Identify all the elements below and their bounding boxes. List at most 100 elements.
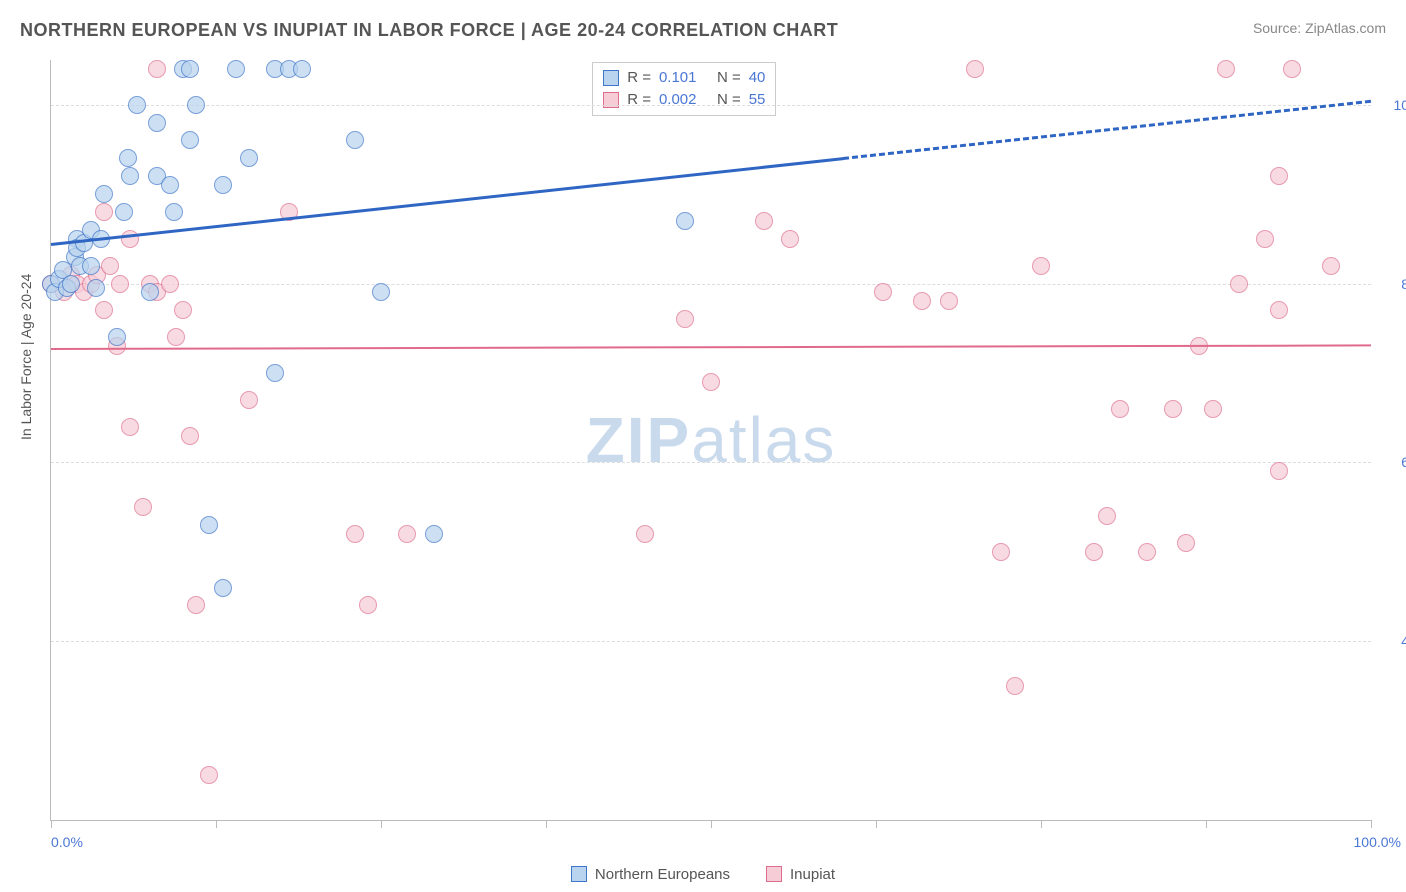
data-point [1270, 462, 1288, 480]
data-point [148, 60, 166, 78]
legend-swatch [603, 70, 619, 86]
data-point [95, 203, 113, 221]
watermark-atlas: atlas [691, 404, 836, 476]
data-point [940, 292, 958, 310]
data-point [1283, 60, 1301, 78]
data-point [121, 418, 139, 436]
gridline [51, 462, 1371, 463]
x-tick [546, 820, 547, 828]
data-point [161, 275, 179, 293]
y-tick-label: 40.0% [1381, 633, 1406, 649]
data-point [874, 283, 892, 301]
source-attribution: Source: ZipAtlas.com [1253, 20, 1386, 36]
data-point [240, 149, 258, 167]
gridline [51, 284, 1371, 285]
x-tick-label-max: 100.0% [1354, 834, 1401, 850]
x-tick [711, 820, 712, 828]
data-point [174, 301, 192, 319]
data-point [293, 60, 311, 78]
data-point [101, 257, 119, 275]
data-point [121, 230, 139, 248]
data-point [702, 373, 720, 391]
data-point [134, 498, 152, 516]
data-point [82, 257, 100, 275]
data-point [359, 596, 377, 614]
data-point [1138, 543, 1156, 561]
legend-n-label: N = [717, 67, 741, 89]
data-point [111, 275, 129, 293]
x-tick [1206, 820, 1207, 828]
legend-series-item: Inupiat [766, 866, 835, 883]
legend-r-label: R = [627, 89, 651, 111]
legend-n-value: 40 [749, 67, 766, 89]
x-tick [1371, 820, 1372, 828]
data-point [187, 596, 205, 614]
data-point [1085, 543, 1103, 561]
legend-swatch [571, 866, 587, 882]
data-point [992, 543, 1010, 561]
trend-line [843, 100, 1371, 160]
legend-r-label: R = [627, 67, 651, 89]
data-point [1006, 677, 1024, 695]
data-point [1217, 60, 1235, 78]
legend-series-label: Northern Europeans [595, 866, 730, 883]
legend-series: Northern Europeans Inupiat [0, 866, 1406, 887]
gridline [51, 641, 1371, 642]
data-point [115, 203, 133, 221]
data-point [181, 427, 199, 445]
data-point [636, 525, 654, 543]
watermark: ZIPatlas [586, 403, 837, 477]
data-point [148, 114, 166, 132]
data-point [1256, 230, 1274, 248]
scatter-plot: ZIPatlas R =0.101N =40R =0.002N =55 40.0… [50, 60, 1371, 821]
data-point [1204, 400, 1222, 418]
y-tick-label: 60.0% [1381, 454, 1406, 470]
x-tick-label-min: 0.0% [51, 834, 83, 850]
data-point [1164, 400, 1182, 418]
data-point [214, 176, 232, 194]
legend-series-label: Inupiat [790, 866, 835, 883]
data-point [87, 279, 105, 297]
x-tick [381, 820, 382, 828]
legend-n-value: 55 [749, 89, 766, 111]
data-point [119, 149, 137, 167]
legend-row: R =0.101N =40 [603, 67, 765, 89]
legend-row: R = 0.002 N = 55 [603, 89, 765, 111]
data-point [966, 60, 984, 78]
legend-series-item: Northern Europeans [571, 866, 730, 883]
data-point [121, 167, 139, 185]
data-point [200, 766, 218, 784]
data-point [1230, 275, 1248, 293]
data-point [346, 525, 364, 543]
data-point [95, 185, 113, 203]
data-point [755, 212, 773, 230]
data-point [181, 131, 199, 149]
data-point [240, 391, 258, 409]
data-point [128, 96, 146, 114]
data-point [398, 525, 416, 543]
y-tick-label: 80.0% [1381, 276, 1406, 292]
data-point [187, 96, 205, 114]
legend-n-label: N = [717, 89, 741, 111]
data-point [62, 275, 80, 293]
data-point [425, 525, 443, 543]
data-point [200, 516, 218, 534]
data-point [372, 283, 390, 301]
legend-correlation: R =0.101N =40R =0.002N =55 [592, 62, 776, 116]
legend-r-value: 0.002 [659, 89, 709, 111]
data-point [108, 328, 126, 346]
data-point [1177, 534, 1195, 552]
gridline [51, 105, 1371, 106]
data-point [1098, 507, 1116, 525]
data-point [1111, 400, 1129, 418]
data-point [676, 212, 694, 230]
data-point [214, 579, 232, 597]
y-tick-label: 100.0% [1381, 97, 1406, 113]
data-point [161, 176, 179, 194]
trend-line [51, 344, 1371, 350]
data-point [181, 60, 199, 78]
data-point [227, 60, 245, 78]
legend-swatch [766, 866, 782, 882]
x-tick [876, 820, 877, 828]
data-point [1032, 257, 1050, 275]
